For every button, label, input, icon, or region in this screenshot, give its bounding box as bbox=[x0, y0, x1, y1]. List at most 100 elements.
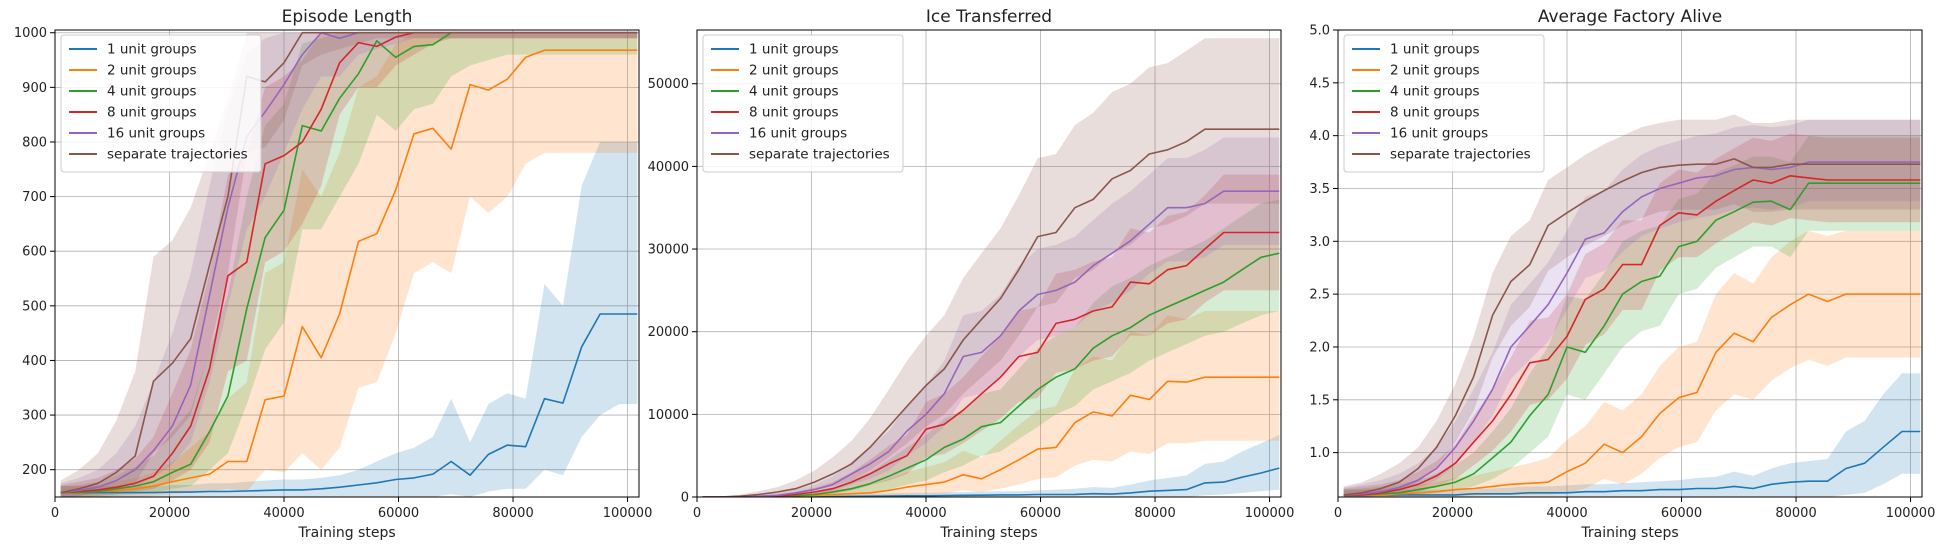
series-line-2 bbox=[702, 252, 1280, 497]
legend-label-2: 4 unit groups bbox=[1390, 84, 1480, 100]
legend-box bbox=[60, 34, 262, 173]
legend-label-3: 8 unit groups bbox=[107, 105, 197, 121]
confidence-band-0 bbox=[1343, 373, 1921, 497]
y-tick-label: 30000 bbox=[648, 243, 689, 258]
confidence-band-2 bbox=[1343, 135, 1921, 497]
confidence-band-3 bbox=[1343, 133, 1921, 497]
legend-label-5: separate trajectories bbox=[107, 147, 248, 163]
x-tick-label: 60000 bbox=[1020, 506, 1061, 521]
legend: 1 unit groups 2 unit groups 4 unit groups 8… bbox=[60, 34, 262, 173]
series-line-3 bbox=[702, 231, 1280, 497]
legend-label-5: separate trajectories bbox=[749, 147, 890, 163]
x-tick-label: 100000 bbox=[1245, 506, 1295, 521]
y-tick-label: 1.0 bbox=[1309, 446, 1330, 461]
x-tick-label: 80000 bbox=[1134, 506, 1175, 521]
x-tick-label: 0 bbox=[693, 506, 701, 521]
legend-label-4: 16 unit groups bbox=[749, 126, 847, 142]
y-tick-label: 2.0 bbox=[1309, 340, 1330, 355]
series-line-5 bbox=[1343, 158, 1921, 496]
y-tick-label: 20000 bbox=[648, 325, 689, 340]
y-tick-label: 0 bbox=[681, 491, 689, 506]
y-tick-label: 200 bbox=[22, 463, 47, 478]
y-tick-label: 4.0 bbox=[1309, 129, 1330, 144]
y-tick-label: 600 bbox=[22, 245, 47, 260]
confidence-band-0 bbox=[60, 142, 638, 497]
legend-box bbox=[702, 34, 904, 173]
series-line-4 bbox=[702, 190, 1280, 497]
plot-area bbox=[1343, 114, 1921, 497]
series-line-5 bbox=[702, 128, 1280, 497]
x-tick-label: 80000 bbox=[1775, 506, 1816, 521]
series-line-1 bbox=[60, 49, 638, 494]
x-tick-label: 60000 bbox=[1661, 506, 1702, 521]
series-line-4 bbox=[1343, 161, 1921, 496]
series-line-5 bbox=[60, 31, 638, 494]
ice-transferred-chart: 0 20000 40000 60000 80000 100000 0 10000 20000 30… bbox=[648, 7, 1295, 541]
y-tick-label: 1.5 bbox=[1309, 393, 1330, 408]
series-line-0 bbox=[702, 467, 1280, 497]
x-tick-label: 0 bbox=[51, 506, 59, 521]
average-factory-alive-chart: 0 20000 40000 60000 80000 100000 1.0 1.5 2.0 2.5 3… bbox=[1309, 7, 1935, 541]
x-axis-label: Training steps bbox=[297, 525, 395, 541]
y-tick-label: 3.5 bbox=[1309, 182, 1330, 197]
confidence-band-4 bbox=[1343, 119, 1921, 497]
legend-label-1: 2 unit groups bbox=[749, 63, 839, 79]
axes-frame bbox=[1337, 29, 1923, 498]
confidence-band-1 bbox=[60, 32, 638, 497]
y-tick-label: 900 bbox=[22, 81, 47, 96]
y-tick-label: 4.5 bbox=[1309, 76, 1330, 91]
x-tick-label: 20000 bbox=[1432, 506, 1473, 521]
y-tick-label: 2.5 bbox=[1309, 288, 1330, 303]
axes-frame bbox=[54, 29, 640, 498]
legend-label-4: 16 unit groups bbox=[1390, 126, 1488, 142]
x-tick-label: 40000 bbox=[263, 506, 304, 521]
x-tick-label: 40000 bbox=[905, 506, 946, 521]
plot-area bbox=[702, 38, 1280, 497]
confidence-band-3 bbox=[702, 174, 1280, 497]
legend-label-1: 2 unit groups bbox=[107, 63, 197, 79]
x-tick-label: 0 bbox=[1334, 506, 1342, 521]
legend-box bbox=[1343, 34, 1545, 173]
y-tick-label: 300 bbox=[22, 409, 47, 424]
chart-title: Average Factory Alive bbox=[1538, 7, 1722, 27]
confidence-band-2 bbox=[702, 199, 1280, 497]
y-tick-label: 3.0 bbox=[1309, 235, 1330, 250]
confidence-band-0 bbox=[702, 435, 1280, 497]
x-axis-label: Training steps bbox=[939, 525, 1037, 541]
legend-label-3: 8 unit groups bbox=[749, 105, 839, 121]
confidence-band-5 bbox=[1343, 114, 1921, 497]
legend-label-1: 2 unit groups bbox=[1390, 63, 1480, 79]
y-tick-label: 1000 bbox=[14, 26, 47, 41]
x-tick-label: 20000 bbox=[791, 506, 832, 521]
series-line-0 bbox=[60, 313, 638, 494]
legend-label-2: 4 unit groups bbox=[749, 84, 839, 100]
legend-label-0: 1 unit groups bbox=[107, 42, 197, 58]
series-line-2 bbox=[1343, 182, 1921, 496]
legend: 1 unit groups 2 unit groups 4 unit groups 8… bbox=[702, 34, 904, 173]
series-line-1 bbox=[1343, 293, 1921, 496]
x-tick-label: 20000 bbox=[149, 506, 190, 521]
x-tick-label: 80000 bbox=[492, 506, 533, 521]
plot-area bbox=[60, 31, 638, 497]
y-tick-label: 800 bbox=[22, 135, 47, 150]
y-tick-label: 5.0 bbox=[1309, 24, 1330, 39]
legend-label-2: 4 unit groups bbox=[107, 84, 197, 100]
x-tick-label: 40000 bbox=[1546, 506, 1587, 521]
legend-label-0: 1 unit groups bbox=[749, 42, 839, 58]
axes-frame bbox=[696, 29, 1282, 498]
y-tick-label: 10000 bbox=[648, 408, 689, 423]
legend-label-5: separate trajectories bbox=[1390, 147, 1531, 163]
confidence-band-1 bbox=[1343, 230, 1921, 497]
chart-title: Episode Length bbox=[282, 7, 413, 27]
legend-label-4: 16 unit groups bbox=[107, 126, 205, 142]
x-tick-label: 100000 bbox=[1886, 506, 1936, 521]
chart-title: Ice Transferred bbox=[926, 7, 1052, 27]
y-tick-label: 40000 bbox=[648, 160, 689, 175]
legend: 1 unit groups 2 unit groups 4 unit groups 8… bbox=[1343, 34, 1545, 173]
y-tick-label: 500 bbox=[22, 299, 47, 314]
legend-label-0: 1 unit groups bbox=[1390, 42, 1480, 58]
legend-label-3: 8 unit groups bbox=[1390, 105, 1480, 121]
confidence-band-5 bbox=[60, 32, 638, 497]
